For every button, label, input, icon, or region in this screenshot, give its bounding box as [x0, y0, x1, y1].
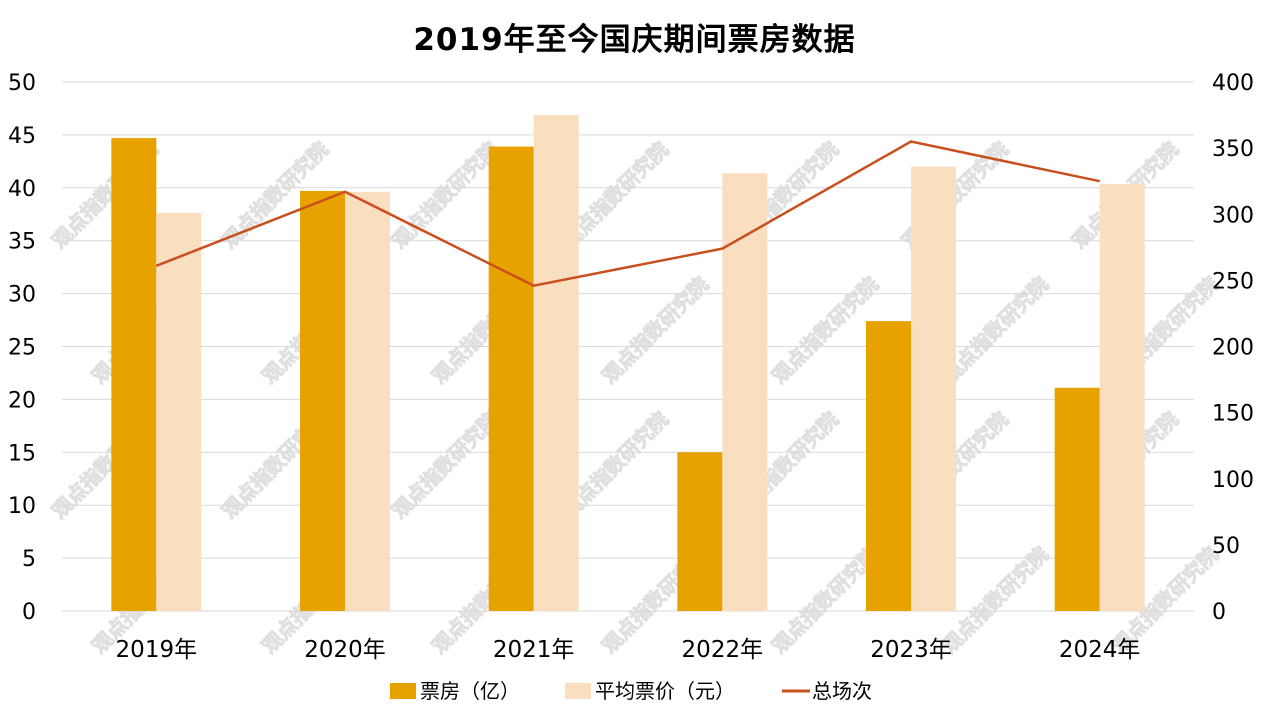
left-tick-label: 45 — [8, 124, 36, 149]
legend: 票房（亿） 平均票价（元） 总场次 — [390, 679, 872, 703]
box-office-bars — [111, 138, 1100, 611]
x-axis-ticks: 2019年 2020年 2021年 2022年 2023年 2024年 — [116, 637, 1141, 663]
box-office-bar — [488, 146, 534, 611]
legend-avg-price-label: 平均票价（元） — [595, 679, 735, 703]
box-office-bar — [111, 138, 157, 611]
left-tick-label: 10 — [8, 494, 36, 519]
avg-price-bar — [722, 173, 768, 611]
watermark-text: 观点指数研究院 — [597, 272, 713, 388]
box-office-bar — [677, 452, 723, 611]
right-tick-label: 400 — [1212, 71, 1254, 96]
right-tick-label: 100 — [1212, 468, 1254, 493]
avg-price-bar — [533, 115, 579, 611]
avg-price-bar — [156, 212, 202, 612]
box-office-bar — [300, 190, 345, 611]
x-tick-label: 2019年 — [116, 637, 198, 663]
x-tick-label: 2020年 — [304, 637, 386, 663]
right-tick-label: 250 — [1212, 269, 1254, 294]
box-office-bar — [1054, 387, 1100, 611]
right-tick-label: 300 — [1212, 203, 1254, 228]
left-tick-label: 0 — [22, 600, 36, 625]
watermark-layer: 观点指数研究院观点指数研究院观点指数研究院观点指数研究院观点指数研究院观点指数研… — [47, 137, 1224, 659]
left-tick-label: 15 — [8, 441, 36, 466]
left-axis-ticks: 0 5 10 15 20 25 30 35 40 45 50 — [8, 71, 36, 625]
screenings-line — [155, 140, 1100, 287]
box-office-bar — [866, 321, 911, 611]
left-tick-label: 20 — [8, 388, 36, 413]
avg-price-bars — [156, 115, 1145, 612]
right-axis-ticks: 0 50 100 150 200 250 300 350 400 — [1212, 71, 1254, 625]
screenings-line-layer — [155, 140, 1100, 287]
avg-price-bar — [345, 191, 390, 611]
gridlines — [62, 81, 1194, 612]
legend-screenings-label: 总场次 — [812, 679, 872, 703]
left-tick-label: 5 — [22, 547, 36, 572]
left-tick-label: 25 — [8, 336, 36, 361]
right-tick-label: 50 — [1212, 534, 1240, 559]
legend-box-office-swatch — [390, 683, 416, 699]
right-tick-label: 200 — [1212, 336, 1254, 361]
right-tick-label: 0 — [1212, 600, 1226, 625]
left-tick-label: 50 — [8, 71, 36, 96]
legend-box-office-label: 票房（亿） — [420, 679, 520, 703]
left-tick-label: 35 — [8, 230, 36, 255]
left-tick-label: 30 — [8, 283, 36, 308]
watermark-text: 观点指数研究院 — [767, 272, 883, 388]
x-tick-label: 2024年 — [1059, 637, 1141, 663]
left-tick-label: 40 — [8, 177, 36, 202]
chart-title: 2019年至今国庆期间票房数据 — [413, 22, 856, 58]
right-tick-label: 150 — [1212, 402, 1254, 427]
avg-price-bar — [1099, 183, 1145, 611]
x-tick-label: 2023年 — [870, 637, 952, 663]
right-tick-label: 350 — [1212, 137, 1254, 162]
watermark-text: 观点指数研究院 — [387, 137, 503, 253]
watermark-text: 观点指数研究院 — [767, 542, 883, 658]
x-tick-label: 2021年 — [493, 637, 575, 663]
avg-price-bar — [911, 166, 956, 611]
legend-avg-price-swatch — [565, 683, 591, 699]
x-tick-label: 2022年 — [682, 637, 764, 663]
